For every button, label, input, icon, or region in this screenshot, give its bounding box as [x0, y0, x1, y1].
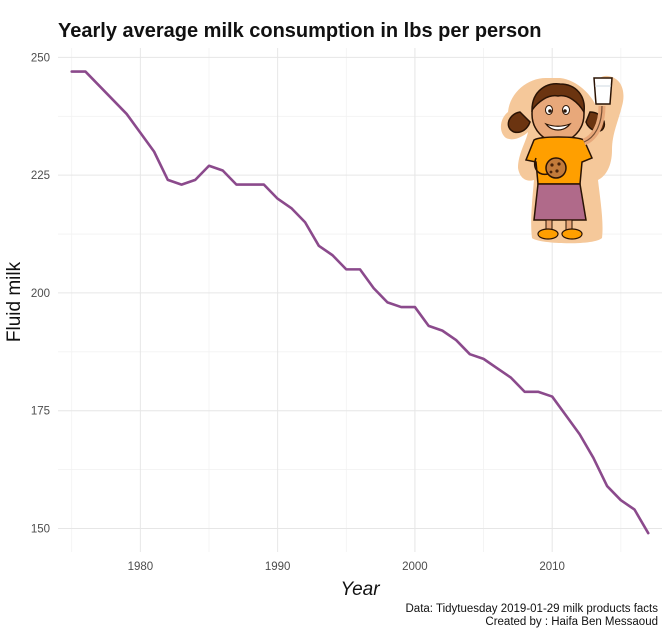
- y-tick-label: 150: [31, 523, 50, 535]
- x-axis-ticks: 1980 1990 2000 2010: [128, 561, 565, 573]
- y-axis-ticks: 150 175 200 225 250: [31, 52, 50, 535]
- caption-author: Created by : Haifa Ben Messaoud: [485, 616, 658, 628]
- chart-title: Yearly average milk consumption in lbs p…: [58, 20, 542, 42]
- y-tick-label: 225: [31, 170, 50, 182]
- x-tick-label: 2000: [402, 561, 428, 573]
- y-tick-label: 200: [31, 288, 50, 300]
- caption-data-source: Data: Tidytuesday 2019-01-29 milk produc…: [406, 603, 659, 615]
- series-line: [70, 70, 650, 535]
- x-tick-label: 1990: [265, 561, 291, 573]
- y-axis-label: Fluid milk: [4, 261, 25, 342]
- x-tick-label: 2010: [539, 561, 565, 573]
- y-tick-label: 175: [31, 406, 50, 418]
- girl-with-milk-and-cookie-image: [500, 75, 624, 244]
- x-axis-label: Year: [340, 579, 380, 600]
- y-tick-label: 250: [31, 52, 50, 64]
- x-tick-label: 1980: [128, 561, 154, 573]
